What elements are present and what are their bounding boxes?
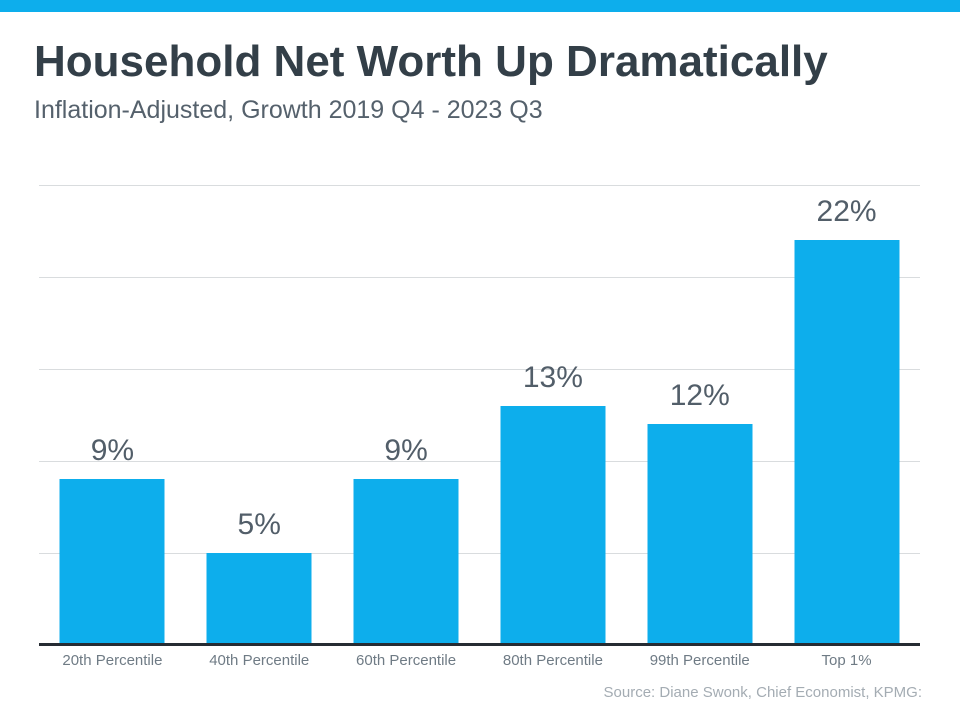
x-axis-label: Top 1% <box>821 652 872 669</box>
bar <box>206 553 312 645</box>
x-axis-label: 80th Percentile <box>502 652 603 669</box>
page-title: Household Net Worth Up Dramatically <box>34 37 828 86</box>
bar <box>500 405 606 645</box>
gridline-10 <box>39 461 920 462</box>
bar-series: 9% 5% 9% 13% 12% 22% <box>39 185 920 645</box>
bar <box>794 240 900 645</box>
gridline-20 <box>39 277 920 278</box>
bar-group: 5% <box>186 185 333 645</box>
page-subtitle: Inflation-Adjusted, Growth 2019 Q4 - 202… <box>34 96 543 124</box>
bar-group: 9% <box>333 185 480 645</box>
x-axis-line <box>39 643 920 646</box>
bar-group: 12% <box>626 185 773 645</box>
x-axis-label: 20th Percentile <box>62 652 163 669</box>
bar <box>353 479 459 645</box>
bar-value-label: 9% <box>384 434 428 468</box>
bar-group: 22% <box>773 185 920 645</box>
top-accent-bar <box>0 0 960 12</box>
bar-value-label: 13% <box>522 360 583 394</box>
bar <box>647 424 753 645</box>
bar <box>59 479 165 645</box>
bar-value-label: 9% <box>90 434 135 468</box>
bar-group: 9% <box>39 185 186 645</box>
plot-area: 9% 5% 9% 13% 12% 22% <box>39 185 920 645</box>
source-credit: Source: Diane Swonk, Chief Economist, KP… <box>603 684 922 701</box>
x-axis-labels: 20th Percentile 40th Percentile 60th Perce… <box>39 652 920 670</box>
x-axis-label: 60th Percentile <box>356 652 457 669</box>
x-axis-label: 40th Percentile <box>209 652 310 669</box>
x-axis-label: 99th Percentile <box>649 652 750 669</box>
bar-value-label: 22% <box>816 195 877 229</box>
bar-value-label: 5% <box>237 508 281 541</box>
bar-value-label: 12% <box>669 379 730 413</box>
gridline-15 <box>39 369 920 370</box>
bar-group: 13% <box>479 185 626 645</box>
gridline-25 <box>39 185 920 186</box>
gridline-5 <box>39 553 920 554</box>
